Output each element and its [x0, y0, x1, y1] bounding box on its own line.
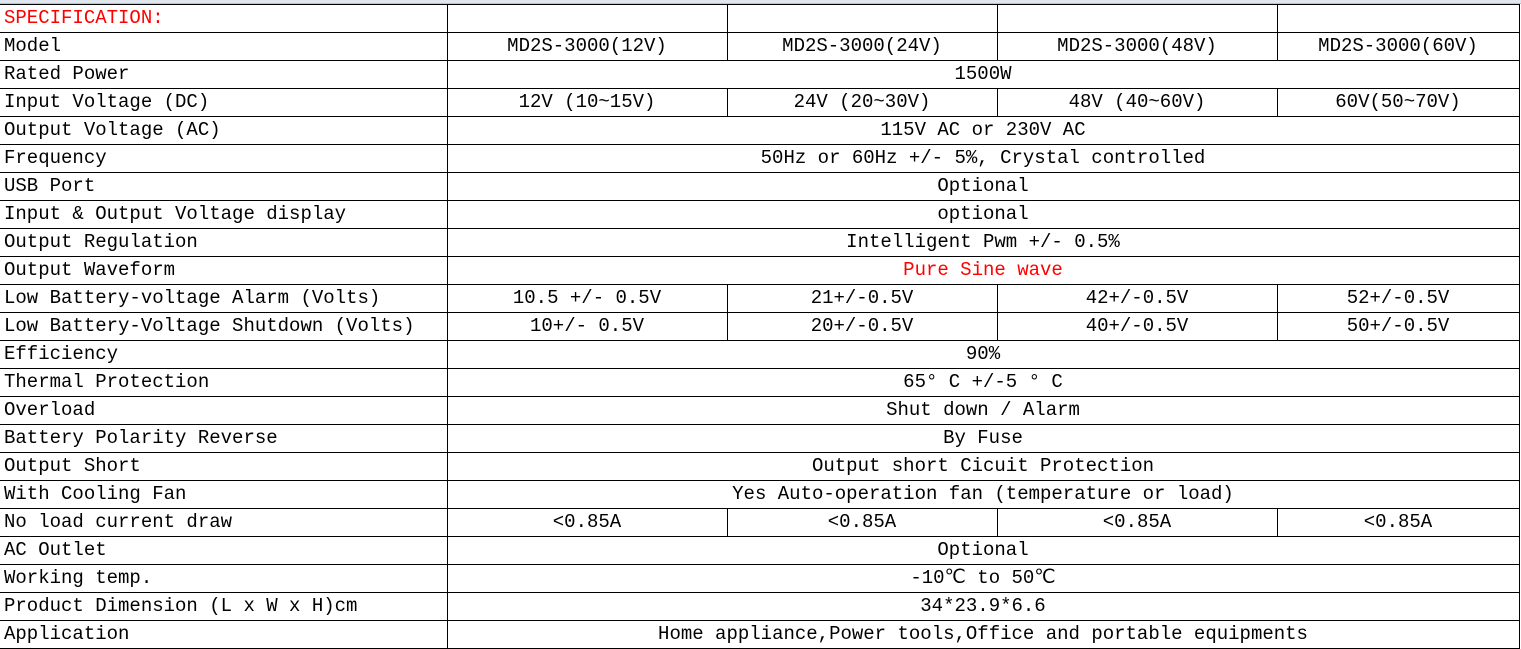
- spec-row: Application Home appliance,Power tools,Of…: [0, 620, 1520, 649]
- empty-cell[interactable]: [996, 4, 1278, 33]
- sheet-header-strip: [0, 0, 1521, 4]
- spec-value: Optional: [446, 172, 1520, 201]
- spec-value: -10℃ to 50℃: [446, 564, 1520, 593]
- spec-label: Input Voltage (DC): [0, 88, 448, 117]
- spec-row: Thermal Protection 65° C +/-5 ° C: [0, 368, 1520, 397]
- spec-value: Home appliance,Power tools,Office and po…: [446, 620, 1520, 649]
- spec-label: Product Dimension (L x W x H)cm: [0, 592, 448, 621]
- spec-label: USB Port: [0, 172, 448, 201]
- spec-label: No load current draw: [0, 508, 448, 537]
- spec-value: Optional: [446, 536, 1520, 565]
- spec-row: USB Port Optional: [0, 172, 1520, 201]
- spec-label: Efficiency: [0, 340, 448, 369]
- spec-value: Shut down / Alarm: [446, 396, 1520, 425]
- spec-row: Low Battery-voltage Alarm (Volts) 10.5 +/…: [0, 284, 1520, 313]
- spec-value: MD2S-3000(60V): [1276, 32, 1520, 61]
- spec-value: 60V(50~70V): [1276, 88, 1520, 117]
- spec-value: 42+/-0.5V: [996, 284, 1278, 313]
- spec-value: 40+/-0.5V: [996, 312, 1278, 341]
- spec-label: Overload: [0, 396, 448, 425]
- spec-label: Output Waveform: [0, 256, 448, 285]
- spec-label: Application: [0, 620, 448, 649]
- spec-value: 50Hz or 60Hz +/- 5%, Crystal controlled: [446, 144, 1520, 173]
- spec-label: Low Battery-voltage Alarm (Volts): [0, 284, 448, 313]
- spec-value: 24V (20~30V): [726, 88, 998, 117]
- spec-value: 21+/-0.5V: [726, 284, 998, 313]
- specification-table: SPECIFICATION: Model MD2S-3000(12V) MD2S-3…: [0, 4, 1520, 649]
- spec-row: No load current draw <0.85A <0.85A <0.85A <0…: [0, 508, 1520, 537]
- spec-label: AC Outlet: [0, 536, 448, 565]
- spec-label: Input & Output Voltage display: [0, 200, 448, 229]
- empty-cell[interactable]: [726, 4, 998, 33]
- spec-value: 34*23.9*6.6: [446, 592, 1520, 621]
- spec-row: With Cooling Fan Yes Auto-operation fan (…: [0, 480, 1520, 509]
- spec-row: AC Outlet Optional: [0, 536, 1520, 565]
- spec-label: Battery Polarity Reverse: [0, 424, 448, 453]
- spec-value: 115V AC or 230V AC: [446, 116, 1520, 145]
- spec-value: MD2S-3000(24V): [726, 32, 998, 61]
- spec-value: Pure Sine wave: [446, 256, 1520, 285]
- spec-value: 10+/- 0.5V: [446, 312, 728, 341]
- spec-row: Model MD2S-3000(12V) MD2S-3000(24V) MD2S-30…: [0, 32, 1520, 61]
- empty-cell[interactable]: [1276, 4, 1520, 33]
- spec-value: 50+/-0.5V: [1276, 312, 1520, 341]
- spec-row: Overload Shut down / Alarm: [0, 396, 1520, 425]
- spec-row: Output Short Output short Cicuit Protecti…: [0, 452, 1520, 481]
- spec-row: Frequency 50Hz or 60Hz +/- 5%, Crystal co…: [0, 144, 1520, 173]
- spec-label: Output Regulation: [0, 228, 448, 257]
- spec-label: Output Short: [0, 452, 448, 481]
- spec-value: <0.85A: [446, 508, 728, 537]
- spec-value: 1500W: [446, 60, 1520, 89]
- title-row: SPECIFICATION:: [0, 4, 1520, 33]
- spec-label: Frequency: [0, 144, 448, 173]
- spec-value: Intelligent Pwm +/- 0.5%: [446, 228, 1520, 257]
- spec-row: Output Voltage (AC) 115V AC or 230V AC: [0, 116, 1520, 145]
- spec-value: 65° C +/-5 ° C: [446, 368, 1520, 397]
- spec-row: Battery Polarity Reverse By Fuse: [0, 424, 1520, 453]
- spec-value: 20+/-0.5V: [726, 312, 998, 341]
- spec-value: 52+/-0.5V: [1276, 284, 1520, 313]
- spec-row: Efficiency 90%: [0, 340, 1520, 369]
- spec-row: Input & Output Voltage display optional: [0, 200, 1520, 229]
- spec-row: Low Battery-Voltage Shutdown (Volts) 10+/…: [0, 312, 1520, 341]
- spec-value: <0.85A: [1276, 508, 1520, 537]
- spec-value: Output short Cicuit Protection: [446, 452, 1520, 481]
- spec-value: MD2S-3000(12V): [446, 32, 728, 61]
- spec-value: <0.85A: [996, 508, 1278, 537]
- spec-row: Input Voltage (DC) 12V (10~15V) 24V (20~30…: [0, 88, 1520, 117]
- spec-row: Output Regulation Intelligent Pwm +/- 0.5…: [0, 228, 1520, 257]
- spec-value: 48V (40~60V): [996, 88, 1278, 117]
- spec-value: 12V (10~15V): [446, 88, 728, 117]
- spec-value: <0.85A: [726, 508, 998, 537]
- spec-value: By Fuse: [446, 424, 1520, 453]
- spec-label: Model: [0, 32, 448, 61]
- spec-label: Thermal Protection: [0, 368, 448, 397]
- spec-value: MD2S-3000(48V): [996, 32, 1278, 61]
- spec-label: With Cooling Fan: [0, 480, 448, 509]
- spec-value: 90%: [446, 340, 1520, 369]
- spec-label: Low Battery-Voltage Shutdown (Volts): [0, 312, 448, 341]
- spec-row: Output Waveform Pure Sine wave: [0, 256, 1520, 285]
- spec-value: optional: [446, 200, 1520, 229]
- spec-row: Working temp. -10℃ to 50℃: [0, 564, 1520, 593]
- spec-row: Product Dimension (L x W x H)cm 34*23.9*6…: [0, 592, 1520, 621]
- spec-label: Output Voltage (AC): [0, 116, 448, 145]
- spec-value: Yes Auto-operation fan (temperature or l…: [446, 480, 1520, 509]
- empty-cell[interactable]: [446, 4, 728, 33]
- specification-title: SPECIFICATION:: [0, 4, 448, 33]
- spec-value: 10.5 +/- 0.5V: [446, 284, 728, 313]
- spec-label: Rated Power: [0, 60, 448, 89]
- spec-row: Rated Power 1500W: [0, 60, 1520, 89]
- spec-label: Working temp.: [0, 564, 448, 593]
